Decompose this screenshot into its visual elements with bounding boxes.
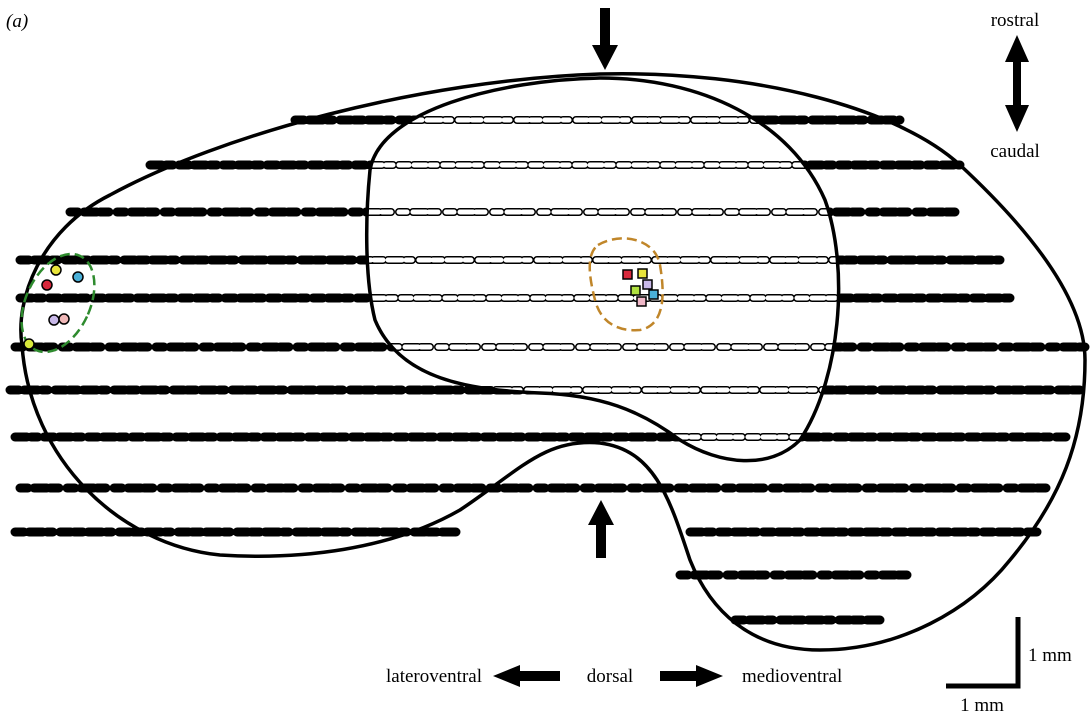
right-arrow (660, 665, 723, 687)
scale-label: 1 mm (960, 695, 1004, 715)
marker (24, 339, 34, 349)
marker (623, 270, 632, 279)
figure: (a) rostral caudal lateroventral dorsal … (0, 0, 1090, 715)
direction-label: medioventral (742, 666, 842, 687)
marker (51, 265, 61, 275)
panel-label: (a) (6, 11, 28, 32)
direction-label: caudal (990, 141, 1040, 162)
marker (649, 290, 658, 299)
dorsal-top-arrow (592, 8, 618, 70)
rostral-caudal-arrow (1005, 35, 1029, 132)
scale-label: 1 mm (1028, 645, 1072, 666)
marker (42, 280, 52, 290)
marker (73, 272, 83, 282)
marker (631, 286, 640, 295)
marker (637, 297, 646, 306)
scale-bar (946, 617, 1018, 686)
direction-label: dorsal (587, 666, 633, 687)
marker (643, 280, 652, 289)
left-arrow (493, 665, 560, 687)
marker (59, 314, 69, 324)
dorsal-bottom-arrow (588, 500, 614, 558)
direction-label: lateroventral (386, 666, 482, 687)
marker (638, 269, 647, 278)
marker (49, 315, 59, 325)
direction-label: rostral (991, 10, 1040, 31)
